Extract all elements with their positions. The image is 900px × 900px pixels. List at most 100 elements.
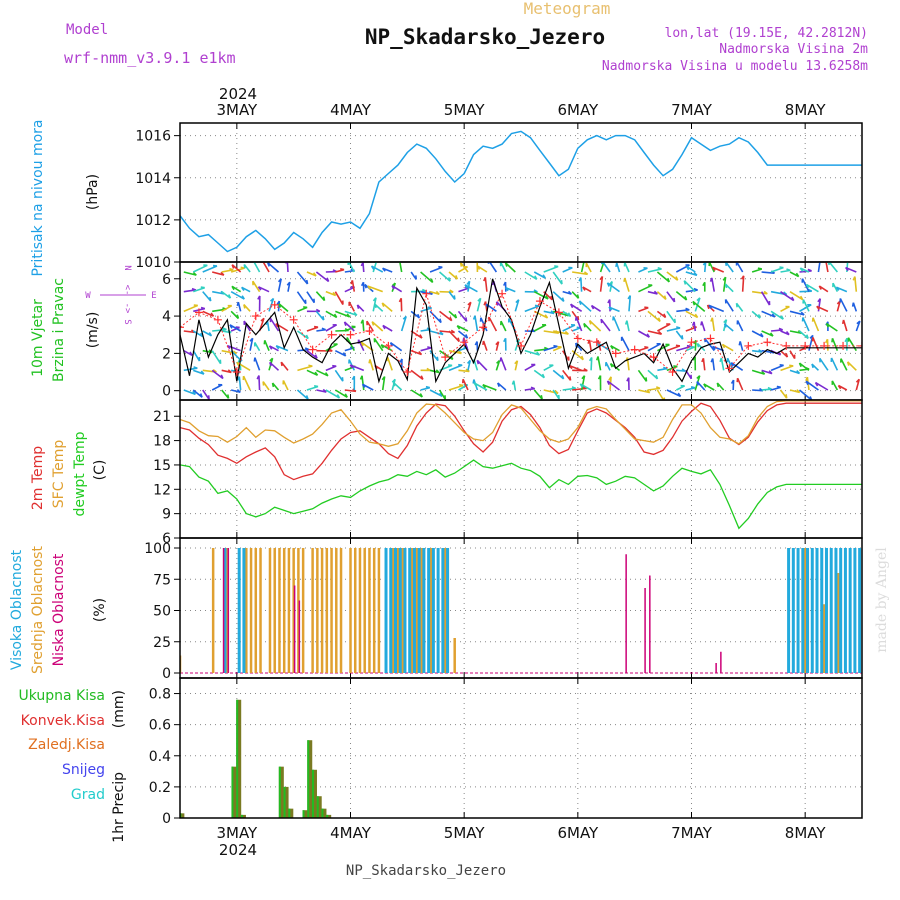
wind-arrow-head (761, 370, 766, 375)
wind-arrow-head (473, 382, 478, 387)
wind-arrow-head (392, 382, 396, 387)
wind-arrow-head (702, 281, 706, 287)
wind-arrow (751, 369, 765, 375)
wind-arrow-head (685, 307, 690, 311)
wind-arrow-head (816, 305, 820, 310)
wind-arrow (458, 369, 470, 373)
wind-arrow (588, 339, 592, 351)
y-tick-label-2-1: 9 (162, 507, 171, 523)
wind-arrow (249, 338, 254, 351)
y-tick-label-3-4: 100 (144, 541, 171, 557)
wind-arrow-head (691, 321, 695, 326)
cloud-mid-bar (363, 548, 366, 673)
wind-arrow-head (608, 376, 612, 381)
wind-arrow-head (693, 287, 698, 291)
wind-arrow-head (684, 295, 688, 301)
wind-arrow-head (439, 392, 443, 397)
wind-arrow-head (189, 351, 193, 356)
top-day-label-0: 3MAY (216, 101, 258, 119)
panel-plot-2 (180, 400, 862, 530)
panel-border-3 (179, 537, 863, 679)
precip-total-bar (283, 786, 286, 818)
wind-arrow-head (496, 359, 501, 364)
wind-arrow (741, 275, 745, 292)
cloud-mid-bar (396, 548, 400, 673)
wind-arrow-head (710, 317, 714, 322)
wind-arrow-head (851, 302, 855, 307)
wind-arrow (497, 382, 507, 391)
wind-arrow (789, 290, 804, 301)
wind-arrow-head (655, 374, 659, 380)
wind-arrow-head (578, 300, 582, 305)
wind-arrow-head (579, 383, 584, 388)
bottom-day-label-0: 3MAY (216, 824, 258, 842)
wind-arrow (457, 330, 468, 339)
wind-arrow-head (807, 268, 812, 272)
wind-arrow (780, 291, 795, 302)
wind-gust-mark (498, 289, 507, 298)
wind-arrow (543, 330, 559, 334)
wind-arrow (770, 266, 784, 273)
wind-arrow (390, 341, 403, 352)
wind-arrow (296, 330, 309, 340)
temperature-labels: 2m Temp SFC Temp dewpt Temp (C) (30, 431, 108, 516)
wind-arrow-head (192, 271, 197, 276)
compass-east: E (151, 291, 156, 301)
wind-arrow (202, 291, 212, 302)
temp-unit: (C) (92, 460, 108, 481)
wind-arrow (666, 327, 681, 332)
wind-arrow-head (511, 380, 515, 385)
precip-bar (326, 814, 332, 818)
y-tick-label-1-3: 6 (162, 272, 171, 288)
wind-arrow (812, 337, 820, 351)
wind-arrow-head (322, 388, 327, 393)
wind-arrow (277, 278, 282, 292)
wind-arrow (373, 337, 384, 352)
wind-arrow-head (399, 358, 403, 363)
wind-arrow-head (314, 354, 318, 359)
cloud-mid-bar (415, 548, 419, 673)
pressure-line (180, 130, 862, 253)
wind-arrow (344, 325, 356, 332)
panel-plot-0 (180, 130, 862, 253)
wind-arrow (230, 310, 239, 320)
wind-arrow (524, 305, 540, 313)
wind-arrow-head (466, 280, 471, 285)
model-elevation-label: Nadmorska Visina u modelu 13.6258m (602, 59, 868, 74)
cloud-high-bar (787, 548, 791, 673)
wind-arrow (460, 262, 469, 273)
wind-arrow-head (454, 313, 458, 319)
wind-arrow (476, 359, 488, 371)
wind-arrow (657, 323, 671, 332)
wind-arrow-head (606, 282, 610, 287)
wind-arrow-head (476, 360, 480, 365)
wind-arrow-head (426, 367, 431, 372)
wind-arrow (562, 324, 576, 332)
wind-arrow-head (417, 313, 421, 319)
wind-arrow-head (450, 329, 456, 334)
wind-arrow-head (789, 364, 794, 367)
wind-arrow (266, 320, 270, 332)
wind-arrow-head (554, 390, 559, 394)
wind-arrow-head (701, 357, 705, 363)
top-day-label-5: 8MAY (785, 101, 827, 119)
wind-arrow (230, 290, 245, 300)
wind-arrow (656, 310, 667, 319)
wind-arrow-head (627, 295, 631, 300)
wind-arrow-head (269, 362, 272, 367)
wind-arrow-head (673, 297, 676, 303)
wind-arrow (578, 300, 592, 312)
wind-arrow-head (199, 393, 203, 398)
wind-arrow-head (686, 265, 690, 271)
wind-arrow (724, 299, 734, 312)
wind-arrow (583, 322, 592, 332)
wind-arrow-head (785, 394, 788, 399)
wind-arrow-head (646, 389, 651, 394)
cloud-low-ylabel: Niska Oblacnost (51, 553, 67, 666)
cloud-low-bar (649, 575, 651, 673)
wind-arrow (280, 361, 289, 371)
wind-arrow (736, 320, 744, 332)
wind-arrow (269, 317, 280, 332)
wind-gust-mark (820, 341, 829, 350)
wind-arrow-head (624, 320, 628, 325)
